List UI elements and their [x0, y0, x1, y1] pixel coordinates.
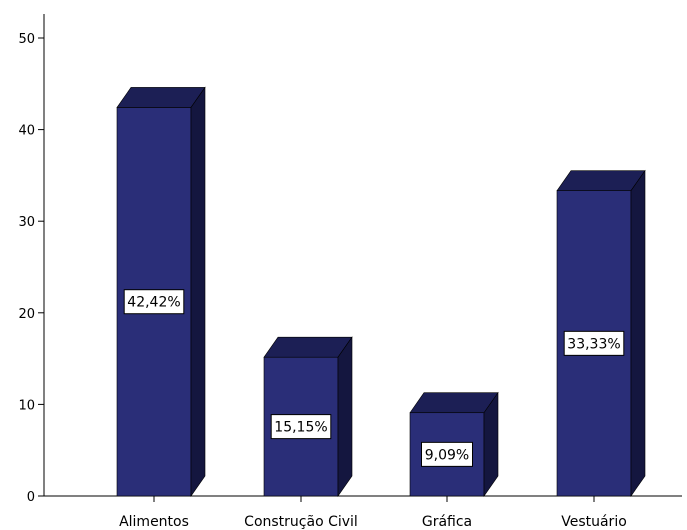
- data-label-box: [270, 414, 332, 440]
- data-label-box: [123, 289, 185, 315]
- bar-side: [190, 86, 206, 497]
- bar-top: [409, 392, 499, 414]
- bar-side: [337, 336, 353, 497]
- labels: 42,42% 15,15% 9,09% 33,33%: [123, 289, 625, 467]
- data-label: 9,09%: [425, 447, 469, 463]
- data-label: 33,33%: [567, 336, 620, 352]
- y-tick-label: 40: [18, 124, 35, 139]
- data-label: 15,15%: [274, 420, 327, 436]
- x-tick-label: Vestuário: [561, 514, 627, 530]
- bar-side: [630, 169, 646, 497]
- bar-top: [556, 170, 646, 191]
- bar-side: [483, 391, 499, 497]
- x-tick-label: Alimentos: [119, 514, 189, 530]
- axes: 0 10 20 30 40 50 Alimentos Construção Civil Gráf…: [18, 14, 682, 530]
- data-label-box: [421, 441, 473, 467]
- data-label-box: [563, 330, 625, 356]
- data-label: 42,42%: [127, 295, 180, 311]
- y-tick-label: 30: [18, 215, 35, 230]
- bar-top: [263, 336, 353, 358]
- bar-top: [116, 87, 206, 108]
- y-tick-label: 20: [18, 307, 35, 322]
- y-tick-label: 10: [18, 398, 35, 413]
- bars: [116, 86, 646, 497]
- x-tick-label: Gráfica: [422, 514, 472, 530]
- y-tick-label: 50: [18, 32, 35, 47]
- y-tick-label: 0: [27, 490, 35, 505]
- x-tick-label: Construção Civil: [244, 514, 358, 530]
